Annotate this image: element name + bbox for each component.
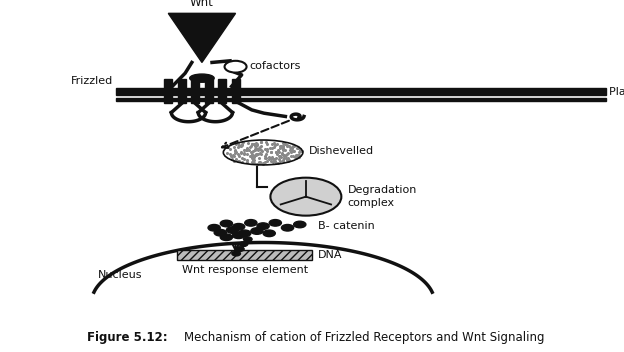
Circle shape (239, 242, 248, 246)
Text: Frizzled: Frizzled (71, 76, 113, 87)
Circle shape (236, 247, 244, 251)
Circle shape (208, 225, 220, 231)
Circle shape (257, 223, 269, 230)
FancyBboxPatch shape (116, 88, 605, 95)
Circle shape (214, 230, 227, 236)
Circle shape (233, 232, 245, 239)
Circle shape (225, 61, 246, 73)
Circle shape (238, 230, 251, 237)
Text: Plasma membrane: Plasma membrane (608, 87, 624, 96)
Text: Mechanism of cation of Frizzled Receptors and Wnt Signaling: Mechanism of cation of Frizzled Receptor… (184, 331, 545, 344)
FancyBboxPatch shape (116, 98, 605, 101)
Ellipse shape (190, 74, 214, 82)
Text: Figure 5.12:: Figure 5.12: (87, 331, 168, 344)
Circle shape (269, 220, 281, 226)
Circle shape (233, 224, 245, 230)
Text: complex: complex (348, 198, 394, 208)
Polygon shape (168, 13, 236, 62)
Circle shape (251, 228, 263, 234)
Text: cofactors: cofactors (250, 61, 301, 71)
FancyBboxPatch shape (218, 79, 226, 103)
Circle shape (263, 230, 275, 237)
FancyBboxPatch shape (178, 79, 186, 103)
Text: Nucleus: Nucleus (98, 270, 142, 280)
Text: Wnt: Wnt (190, 0, 214, 10)
Circle shape (243, 237, 252, 241)
FancyBboxPatch shape (164, 79, 172, 103)
Circle shape (220, 234, 233, 240)
Circle shape (227, 227, 238, 233)
Circle shape (232, 251, 240, 256)
Circle shape (294, 221, 306, 228)
Circle shape (270, 178, 341, 216)
Circle shape (281, 225, 294, 231)
Text: B- catenin: B- catenin (318, 221, 375, 231)
FancyBboxPatch shape (177, 250, 312, 260)
Text: Degradation: Degradation (348, 185, 417, 195)
Text: Wnt response element: Wnt response element (182, 265, 308, 275)
Text: DNA: DNA (318, 250, 343, 260)
FancyBboxPatch shape (191, 79, 199, 103)
Text: Dishevelled: Dishevelled (309, 146, 374, 156)
FancyBboxPatch shape (232, 79, 240, 103)
Circle shape (245, 220, 257, 226)
Circle shape (220, 220, 233, 227)
FancyBboxPatch shape (205, 79, 213, 103)
